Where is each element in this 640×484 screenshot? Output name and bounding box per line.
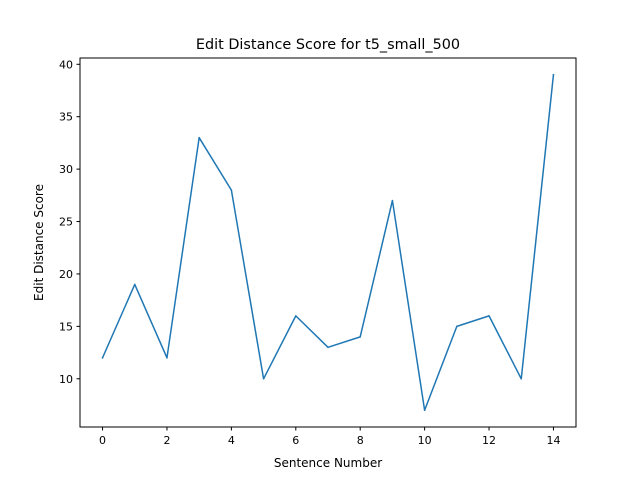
data-point xyxy=(423,409,426,411)
y-tick-label: 35 xyxy=(59,111,73,124)
x-tick-label: 6 xyxy=(292,434,299,447)
data-point xyxy=(166,357,168,359)
y-tick-label: 15 xyxy=(59,320,73,333)
y-tick-label: 40 xyxy=(59,58,73,71)
x-tick-label: 10 xyxy=(418,434,432,447)
x-tick-label: 0 xyxy=(99,434,106,447)
y-tick-label: 10 xyxy=(59,373,73,386)
data-point xyxy=(488,315,490,317)
data-point xyxy=(359,336,361,338)
data-point xyxy=(456,325,458,328)
x-tick-label: 2 xyxy=(163,434,170,447)
y-tick-label: 20 xyxy=(59,268,73,281)
data-point xyxy=(295,315,297,317)
data-point xyxy=(230,189,233,191)
x-tick-label: 14 xyxy=(546,434,560,447)
y-tick-label: 30 xyxy=(59,163,73,176)
data-point xyxy=(327,346,329,349)
data-point xyxy=(198,136,200,139)
x-tick-label: 12 xyxy=(482,434,496,447)
x-axis-label: Sentence Number xyxy=(274,456,382,470)
axes-frame xyxy=(79,57,577,428)
data-point xyxy=(552,74,555,76)
data-point xyxy=(134,283,136,286)
y-tick-label: 25 xyxy=(59,216,73,229)
chart-title: Edit Distance Score for t5_small_500 xyxy=(196,37,460,53)
y-axis-label: Edit Distance Score xyxy=(32,184,46,301)
data-point xyxy=(520,378,522,380)
data-point xyxy=(101,357,104,359)
series-layer xyxy=(101,73,555,411)
data-point xyxy=(391,199,394,202)
data-point xyxy=(262,378,265,380)
axis-ticks: 0 2 4 6 8 10 12 14 10 15 20 25 30 35 40 xyxy=(59,58,560,447)
x-tick-label: 8 xyxy=(357,434,364,447)
x-tick-label: 4 xyxy=(228,434,235,447)
